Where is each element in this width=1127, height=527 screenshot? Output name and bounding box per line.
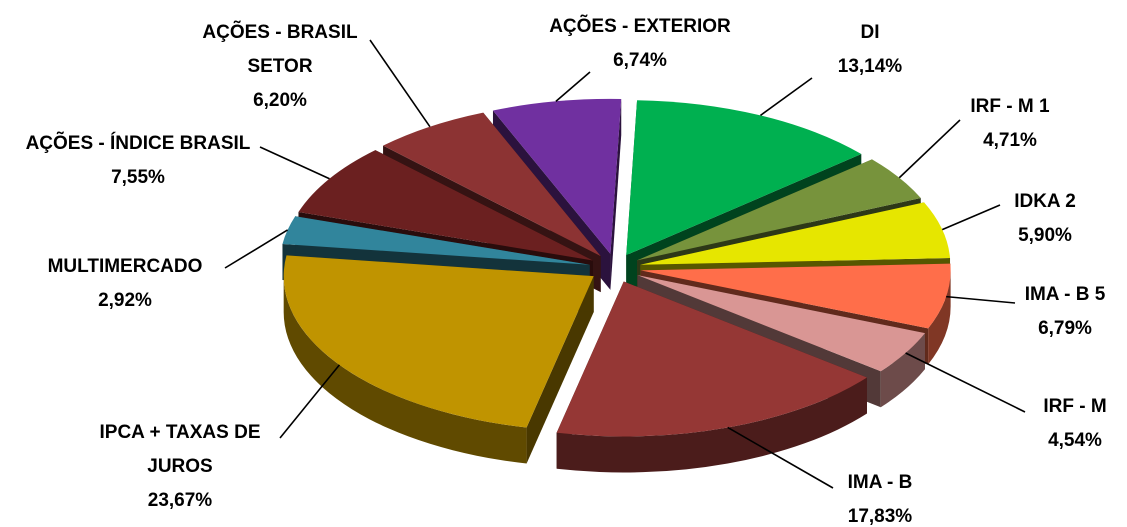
leader-line: [759, 77, 813, 117]
pie-slice: [492, 98, 622, 254]
slice-category-label: AÇÕES - BRASIL: [202, 21, 358, 43]
slice-value-label: 23,67%: [148, 490, 213, 511]
leader-line: [898, 119, 961, 179]
slice-category-label: JUROS: [147, 456, 212, 477]
leader-line: [224, 229, 288, 269]
slice-category-label: IMA - B: [848, 472, 913, 493]
slice-category-label: IPCA + TAXAS DE: [100, 422, 261, 443]
slice-category-label: AÇÕES - EXTERIOR: [549, 15, 731, 37]
pie-slice-outer-wall: [283, 276, 527, 464]
slice-value-label: 4,71%: [983, 130, 1037, 151]
leader-line: [259, 146, 330, 180]
leader-line: [727, 426, 834, 489]
slice-value-label: 6,79%: [1038, 318, 1092, 339]
leader-line: [279, 364, 341, 439]
pie-slice-wall-start: [526, 276, 594, 464]
data-labels: DI 13,14% IRF - M 1 4,71% IDKA 2 5,90% IMA - B…: [26, 15, 1107, 527]
pie-slice: [383, 112, 601, 257]
slice-value-label: 6,20%: [253, 90, 307, 111]
slice-category-label: DI: [861, 22, 880, 43]
pie-slice: [556, 281, 868, 437]
slice-value-label: 5,90%: [1018, 225, 1072, 246]
pie-slice-outer-wall: [928, 270, 951, 365]
leader-line: [941, 204, 1001, 231]
slice-category-label: IMA - B 5: [1025, 284, 1106, 305]
slice-category-label: MULTIMERCADO: [48, 256, 203, 277]
pie-slice-outer-wall: [556, 377, 868, 473]
slice-category-label: AÇÕES - ÍNDICE BRASIL: [26, 132, 251, 154]
pie-slice: [282, 216, 590, 265]
slice-value-label: 13,14%: [838, 56, 903, 77]
pie-slice: [637, 275, 926, 372]
slice-category-label: IRF - M 1: [970, 96, 1050, 117]
pie-slice-tops: [282, 98, 951, 437]
slice-value-label: 17,83%: [848, 506, 913, 527]
pie-slice: [298, 150, 593, 261]
leader-line: [555, 71, 591, 102]
slice-category-label: IRF - M: [1043, 396, 1106, 417]
leader-line: [369, 39, 431, 128]
slice-value-label: 4,54%: [1048, 430, 1102, 451]
pie-slice-outer-wall: [880, 333, 926, 408]
leader-line: [946, 295, 1016, 304]
slice-value-label: 6,74%: [613, 50, 667, 71]
slice-category-label: IDKA 2: [1014, 191, 1076, 212]
pie-slice: [640, 202, 951, 265]
slice-category-label: SETOR: [247, 56, 312, 77]
pie-slice: [283, 255, 594, 428]
leader-line: [905, 352, 1026, 413]
slice-value-label: 2,92%: [98, 290, 152, 311]
slice-value-label: 7,55%: [111, 167, 165, 188]
pie-slice: [640, 263, 951, 329]
pie-slice: [636, 159, 921, 261]
pie-slice: [626, 100, 862, 256]
leader-lines: [224, 39, 1026, 489]
pie-slice-wall-end: [610, 99, 622, 290]
